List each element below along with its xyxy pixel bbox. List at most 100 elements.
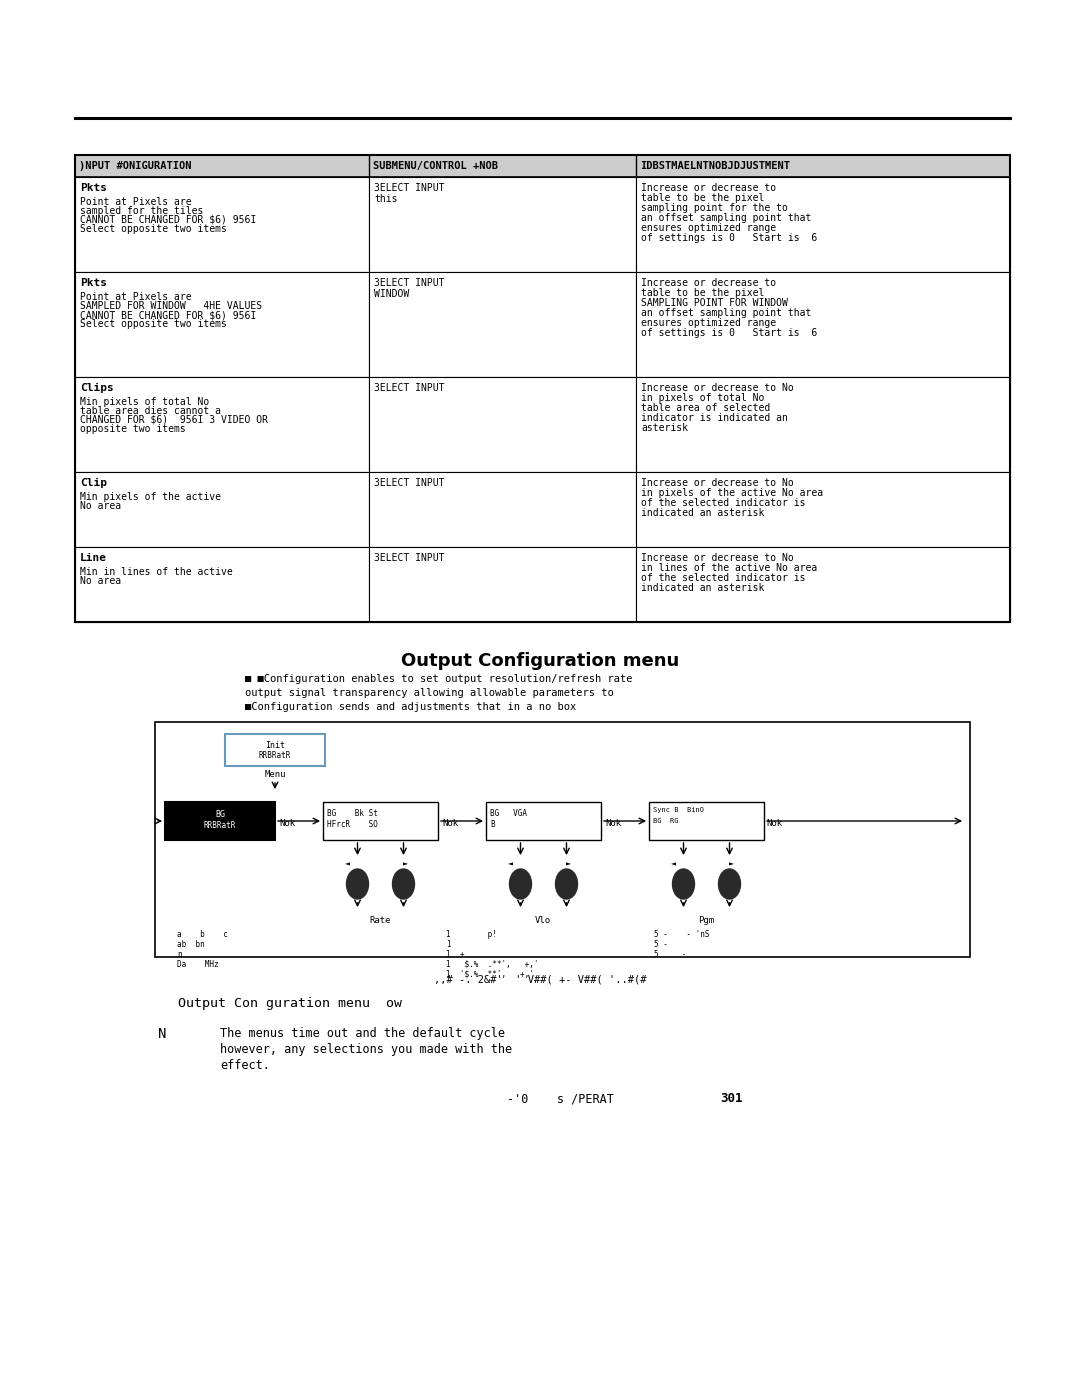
Text: Point at Pixels are: Point at Pixels are <box>80 292 191 302</box>
Ellipse shape <box>673 869 694 900</box>
Bar <box>369 177 636 272</box>
Ellipse shape <box>555 869 578 900</box>
Text: BG   VGA: BG VGA <box>490 809 527 819</box>
Bar <box>225 733 325 766</box>
Text: 3ELECT INPUT: 3ELECT INPUT <box>374 183 445 193</box>
Bar <box>165 802 275 840</box>
Text: 1: 1 <box>446 940 450 949</box>
Ellipse shape <box>510 869 531 900</box>
Text: ■Configuration sends and adjustments that in a no box: ■Configuration sends and adjustments tha… <box>245 703 577 712</box>
Text: asterisk: asterisk <box>642 423 688 433</box>
Text: Init: Init <box>265 740 285 750</box>
Bar <box>486 802 600 840</box>
Bar <box>369 472 636 548</box>
Text: a    b    c: a b c <box>177 930 228 939</box>
Text: 3ELECT INPUT: 3ELECT INPUT <box>374 278 445 288</box>
Text: SUBMENU/CONTROL +NOB: SUBMENU/CONTROL +NOB <box>373 161 498 170</box>
Bar <box>156 722 970 957</box>
Text: -'0    s /PERAT: -'0 s /PERAT <box>507 1092 613 1105</box>
Text: No area: No area <box>80 576 121 585</box>
Text: BG: BG <box>215 810 225 819</box>
Text: RRBRatR: RRBRatR <box>259 752 292 760</box>
Text: 3ELECT INPUT: 3ELECT INPUT <box>374 383 445 393</box>
Text: Increase or decrease to No: Increase or decrease to No <box>642 553 794 563</box>
Text: an offset sampling point that: an offset sampling point that <box>642 307 811 319</box>
Text: ►: ► <box>403 861 408 869</box>
Text: BG    Bk St: BG Bk St <box>327 809 378 819</box>
Text: in pixels of total No: in pixels of total No <box>642 393 765 402</box>
Bar <box>369 272 636 377</box>
Text: Da    MHz: Da MHz <box>177 960 218 970</box>
Text: CANNOT BE CHANGED FOR $6) 956I: CANNOT BE CHANGED FOR $6) 956I <box>80 310 256 320</box>
Bar <box>75 272 369 377</box>
Text: of settings is 0   Start is  6: of settings is 0 Start is 6 <box>642 233 818 243</box>
Text: sampling point for the to: sampling point for the to <box>642 203 788 212</box>
Bar <box>369 548 636 622</box>
Text: opposite two items: opposite two items <box>80 425 186 434</box>
Text: Output Configuration menu: Output Configuration menu <box>401 652 679 671</box>
Bar <box>75 155 1010 177</box>
Text: IDBSTMAELNTNOBJDJUSTMENT: IDBSTMAELNTNOBJDJUSTMENT <box>640 161 789 170</box>
Text: table area dies cannot a: table area dies cannot a <box>80 407 221 416</box>
Text: Sync B  BinO: Sync B BinO <box>653 807 704 813</box>
Text: sampled for the tiles: sampled for the tiles <box>80 205 203 217</box>
Bar <box>75 548 369 622</box>
Text: in lines of the active No area: in lines of the active No area <box>642 563 818 573</box>
Bar <box>75 377 369 472</box>
Text: WINDOW: WINDOW <box>374 289 409 299</box>
Text: Select opposite two items: Select opposite two items <box>80 224 227 235</box>
Bar <box>636 272 1010 377</box>
Text: ab  bn: ab bn <box>177 940 205 949</box>
Text: of settings is 0   Start is  6: of settings is 0 Start is 6 <box>642 328 818 338</box>
Text: Min pixels of the active: Min pixels of the active <box>80 492 221 502</box>
Text: 1  '$.% .**',   +,': 1 '$.% .**', +,' <box>446 970 534 979</box>
Text: indicator is indicated an: indicator is indicated an <box>642 414 788 423</box>
Bar <box>636 472 1010 548</box>
Text: SAMPLED FOR WINDOW   4HE VALUES: SAMPLED FOR WINDOW 4HE VALUES <box>80 300 262 312</box>
Text: Clips: Clips <box>80 383 113 393</box>
Bar <box>636 377 1010 472</box>
Text: Output Con guration menu  ow: Output Con guration menu ow <box>178 997 402 1010</box>
Text: Min pixels of total No: Min pixels of total No <box>80 397 210 407</box>
Bar <box>75 472 369 548</box>
Text: 5 -    - 'nS: 5 - - 'nS <box>654 930 710 939</box>
Text: CHANGED FOR $6)  956I 3 VIDEO OR: CHANGED FOR $6) 956I 3 VIDEO OR <box>80 415 268 425</box>
Bar <box>75 155 1010 622</box>
Text: Nok: Nok <box>442 819 458 828</box>
Text: 5     -: 5 - <box>654 950 687 958</box>
Text: indicated an asterisk: indicated an asterisk <box>642 509 765 518</box>
Bar <box>369 377 636 472</box>
Text: effect.: effect. <box>220 1059 270 1071</box>
Text: however, any selections you made with the: however, any selections you made with th… <box>220 1044 512 1056</box>
Text: this: this <box>374 194 397 204</box>
Text: Menu: Menu <box>265 770 286 780</box>
Bar <box>75 177 369 272</box>
Text: Nok: Nok <box>766 819 782 828</box>
Text: ►: ► <box>566 861 571 869</box>
Text: ,,# -. 2&#'  ' V##( +- V##( '..#(#: ,,# -. 2&#' ' V##( +- V##( '..#(# <box>434 975 646 985</box>
Text: ensures optimized range: ensures optimized range <box>642 319 777 328</box>
Text: Point at Pixels are: Point at Pixels are <box>80 197 191 207</box>
Text: No area: No area <box>80 502 121 511</box>
Bar <box>636 177 1010 272</box>
Text: output signal transparency allowing allowable parameters to: output signal transparency allowing allo… <box>245 687 613 698</box>
Text: Pkts: Pkts <box>80 183 107 193</box>
Text: Clip: Clip <box>80 478 107 488</box>
Text: 3ELECT INPUT: 3ELECT INPUT <box>374 478 445 488</box>
Text: Vlo: Vlo <box>535 916 551 925</box>
Text: Nok: Nok <box>605 819 621 828</box>
Text: ►: ► <box>729 861 734 869</box>
Text: Increase or decrease to: Increase or decrease to <box>642 278 777 288</box>
Ellipse shape <box>347 869 368 900</box>
Ellipse shape <box>718 869 741 900</box>
Text: HFrcR    SO: HFrcR SO <box>327 820 378 828</box>
Text: 1  +: 1 + <box>446 950 464 958</box>
Text: of the selected indicator is: of the selected indicator is <box>642 573 806 583</box>
Text: N: N <box>158 1027 166 1041</box>
Text: table area of selected: table area of selected <box>642 402 770 414</box>
Text: Pkts: Pkts <box>80 278 107 288</box>
Text: ◄: ◄ <box>345 861 350 869</box>
Text: Increase or decrease to No: Increase or decrease to No <box>642 478 794 488</box>
Text: Increase or decrease to No: Increase or decrease to No <box>642 383 794 393</box>
Text: n: n <box>177 950 181 958</box>
